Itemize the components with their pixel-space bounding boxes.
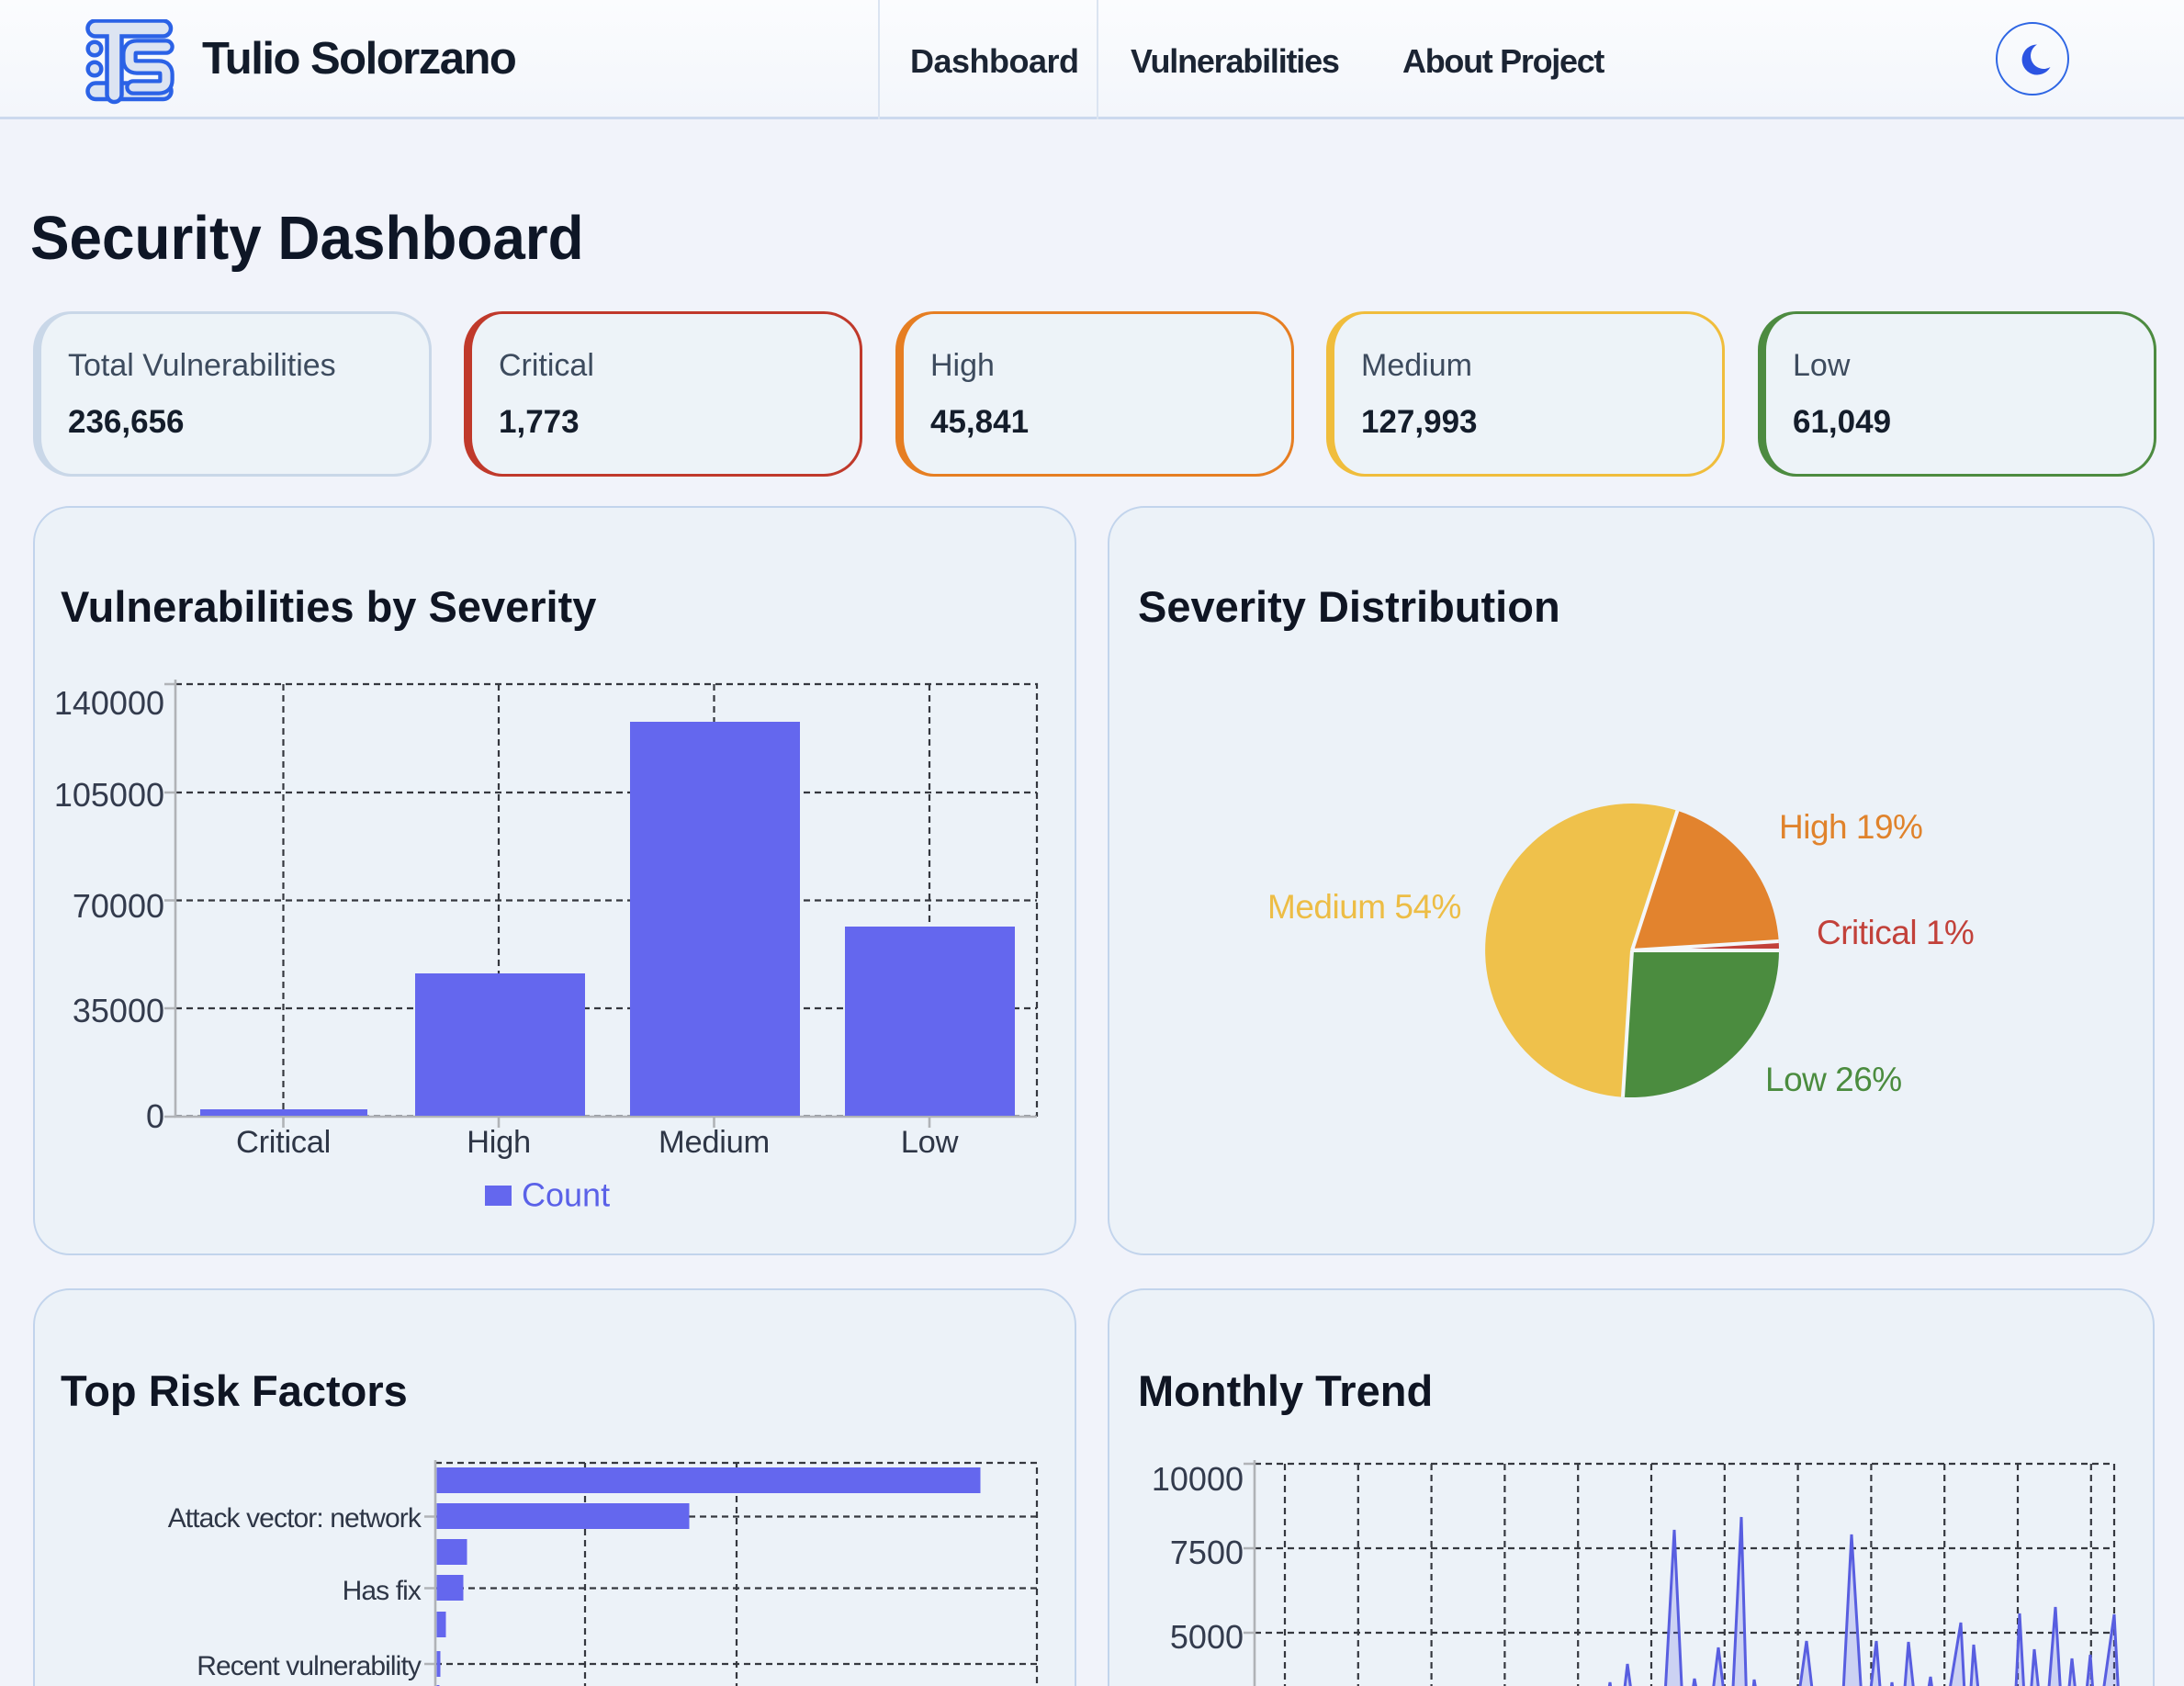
svg-text:Critical 1%: Critical 1%: [1817, 914, 1974, 951]
svg-text:70000: 70000: [73, 887, 164, 925]
svg-text:Attack vector: network: Attack vector: network: [168, 1503, 422, 1534]
svg-text:Medium 54%: Medium 54%: [1267, 888, 1461, 926]
svg-text:35000: 35000: [73, 992, 164, 1029]
svg-text:0: 0: [146, 1097, 164, 1135]
svg-text:Count: Count: [522, 1176, 610, 1214]
svg-text:Has fix: Has fix: [343, 1576, 422, 1606]
svg-text:7500: 7500: [1170, 1534, 1244, 1571]
svg-text:Low 26%: Low 26%: [1765, 1061, 1902, 1098]
svg-text:Recent vulnerability: Recent vulnerability: [197, 1651, 422, 1681]
svg-text:140000: 140000: [54, 684, 164, 722]
svg-text:Medium: Medium: [659, 1125, 770, 1160]
svg-text:Low: Low: [901, 1125, 959, 1160]
svg-text:High 19%: High 19%: [1779, 808, 1922, 846]
svg-text:High: High: [467, 1125, 531, 1160]
svg-text:10000: 10000: [1152, 1460, 1244, 1498]
svg-text:Critical: Critical: [236, 1125, 331, 1160]
svg-text:105000: 105000: [54, 776, 164, 814]
svg-text:5000: 5000: [1170, 1618, 1244, 1656]
